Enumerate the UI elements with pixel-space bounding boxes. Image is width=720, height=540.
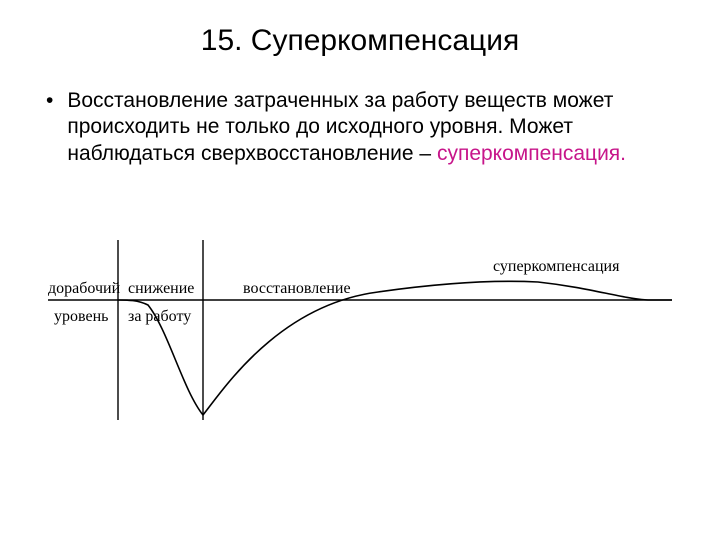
label-supercomp: суперкомпенсация [493,258,619,276]
slide-title: 15. Суперкомпенсация [0,0,720,58]
bullet-highlight: суперкомпенсация. [437,142,626,165]
label-decline-2: за работу [128,308,191,326]
label-decline-1: снижение [128,280,194,298]
bullet-text: Восстановление затраченных за работу вещ… [67,88,680,167]
curve [118,281,672,415]
supercompensation-diagram: дорабочий уровень снижение за работу вос… [48,240,672,460]
label-prework-2: уровень [54,308,108,326]
bullet-item: • Восстановление затраченных за работу в… [0,58,720,167]
label-prework-1: дорабочий [48,280,120,298]
bullet-marker: • [40,88,67,167]
label-recovery: восстановление [243,280,351,298]
